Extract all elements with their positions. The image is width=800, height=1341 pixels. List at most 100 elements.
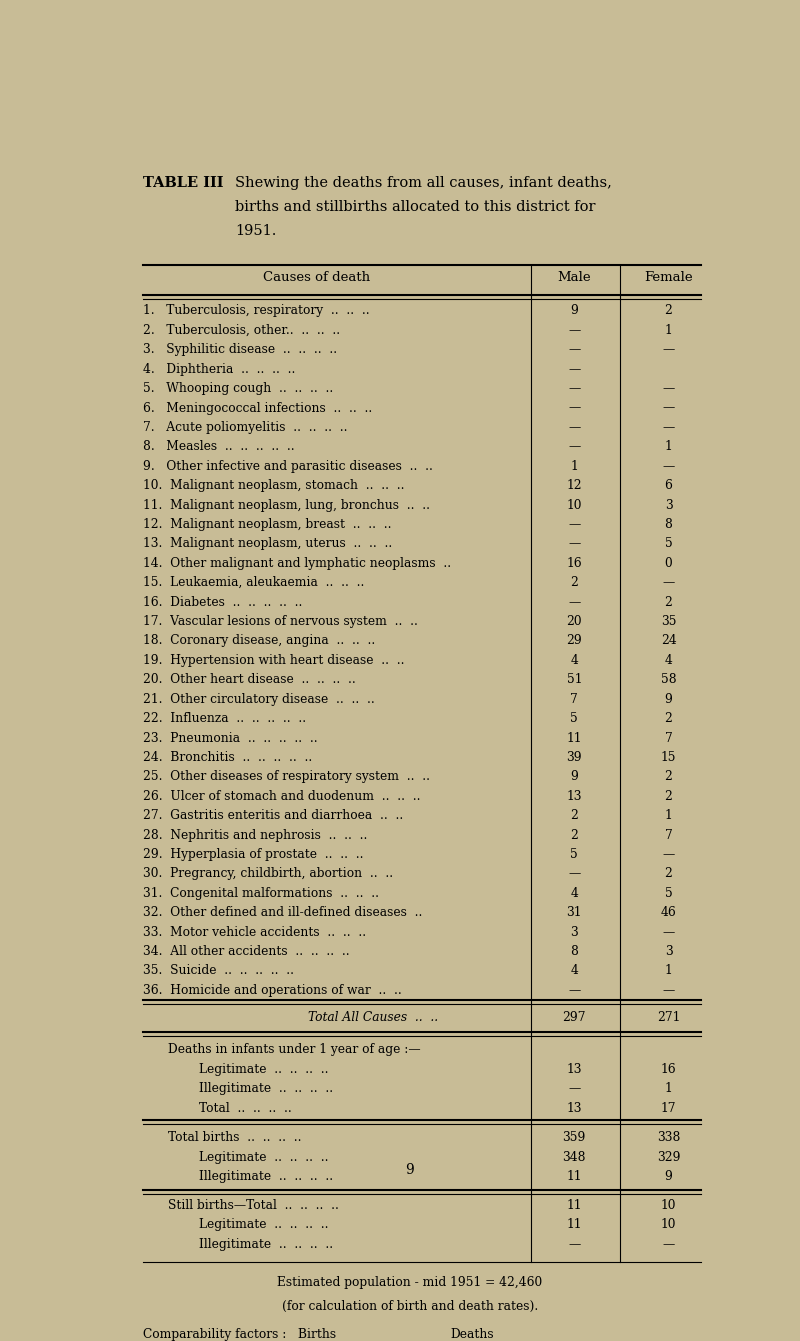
Text: 58: 58 xyxy=(661,673,676,687)
Text: 297: 297 xyxy=(562,1011,586,1023)
Text: 7: 7 xyxy=(665,829,673,842)
Text: 28.  Nephritis and nephrosis  ..  ..  ..: 28. Nephritis and nephrosis .. .. .. xyxy=(143,829,368,842)
Text: 1: 1 xyxy=(665,440,673,453)
Text: 5: 5 xyxy=(665,886,673,900)
Text: Causes of death: Causes of death xyxy=(263,271,370,284)
Text: 2: 2 xyxy=(665,712,673,725)
Text: Deaths: Deaths xyxy=(450,1328,494,1341)
Text: 15.  Leukaemia, aleukaemia  ..  ..  ..: 15. Leukaemia, aleukaemia .. .. .. xyxy=(143,577,365,589)
Text: 3: 3 xyxy=(570,925,578,939)
Text: —: — xyxy=(662,401,674,414)
Text: 271: 271 xyxy=(657,1011,680,1023)
Text: Deaths in infants under 1 year of age :—: Deaths in infants under 1 year of age :— xyxy=(168,1042,421,1055)
Text: 2: 2 xyxy=(665,304,673,318)
Text: 2: 2 xyxy=(570,809,578,822)
Text: —: — xyxy=(662,848,674,861)
Text: Illegitimate  ..  ..  ..  ..: Illegitimate .. .. .. .. xyxy=(199,1238,334,1251)
Text: 32.  Other defined and ill-defined diseases  ..: 32. Other defined and ill-defined diseas… xyxy=(143,907,422,919)
Text: Illegitimate  ..  ..  ..  ..: Illegitimate .. .. .. .. xyxy=(199,1082,334,1096)
Text: 6.   Meningococcal infections  ..  ..  ..: 6. Meningococcal infections .. .. .. xyxy=(143,401,373,414)
Text: —: — xyxy=(662,925,674,939)
Text: 2: 2 xyxy=(665,868,673,881)
Text: 10: 10 xyxy=(661,1199,676,1212)
Text: 33.  Motor vehicle accidents  ..  ..  ..: 33. Motor vehicle accidents .. .. .. xyxy=(143,925,366,939)
Text: 3: 3 xyxy=(665,945,673,957)
Text: (for calculation of birth and death rates).: (for calculation of birth and death rate… xyxy=(282,1299,538,1313)
Text: 10.  Malignant neoplasm, stomach  ..  ..  ..: 10. Malignant neoplasm, stomach .. .. .. xyxy=(143,479,405,492)
Text: 13: 13 xyxy=(566,790,582,803)
Text: 24: 24 xyxy=(661,634,677,648)
Text: 16.  Diabetes  ..  ..  ..  ..  ..: 16. Diabetes .. .. .. .. .. xyxy=(143,595,302,609)
Text: 19.  Hypertension with heart disease  ..  ..: 19. Hypertension with heart disease .. .… xyxy=(143,654,405,666)
Text: 329: 329 xyxy=(657,1151,680,1164)
Text: —: — xyxy=(568,595,581,609)
Text: 9: 9 xyxy=(406,1163,414,1177)
Text: births and stillbirths allocated to this district for: births and stillbirths allocated to this… xyxy=(235,200,596,215)
Text: 9: 9 xyxy=(665,1171,673,1183)
Text: —: — xyxy=(662,1238,674,1251)
Text: 4: 4 xyxy=(570,964,578,978)
Text: 9: 9 xyxy=(570,304,578,318)
Text: TABLE III: TABLE III xyxy=(143,177,224,190)
Text: 36.  Homicide and operations of war  ..  ..: 36. Homicide and operations of war .. .. xyxy=(143,984,402,996)
Text: 6: 6 xyxy=(665,479,673,492)
Text: —: — xyxy=(568,343,581,357)
Text: —: — xyxy=(568,868,581,881)
Text: 30.  Pregrancy, childbirth, abortion  ..  ..: 30. Pregrancy, childbirth, abortion .. .… xyxy=(143,868,394,881)
Text: Legitimate  ..  ..  ..  ..: Legitimate .. .. .. .. xyxy=(199,1219,329,1231)
Text: —: — xyxy=(662,984,674,996)
Text: 1951.: 1951. xyxy=(235,224,277,237)
Text: Legitimate  ..  ..  ..  ..: Legitimate .. .. .. .. xyxy=(199,1063,329,1075)
Text: 0: 0 xyxy=(665,557,673,570)
Text: 16: 16 xyxy=(566,557,582,570)
Text: 8: 8 xyxy=(570,945,578,957)
Text: 1: 1 xyxy=(665,809,673,822)
Text: 23.  Pneumonia  ..  ..  ..  ..  ..: 23. Pneumonia .. .. .. .. .. xyxy=(143,732,318,744)
Text: Total births  ..  ..  ..  ..: Total births .. .. .. .. xyxy=(168,1130,302,1144)
Text: 46: 46 xyxy=(661,907,677,919)
Text: Illegitimate  ..  ..  ..  ..: Illegitimate .. .. .. .. xyxy=(199,1171,334,1183)
Text: 14.  Other malignant and lymphatic neoplasms  ..: 14. Other malignant and lymphatic neopla… xyxy=(143,557,451,570)
Text: 5: 5 xyxy=(665,538,673,550)
Text: 1: 1 xyxy=(570,460,578,473)
Text: 2: 2 xyxy=(665,770,673,783)
Text: Comparability factors :   Births: Comparability factors : Births xyxy=(143,1328,337,1341)
Text: 17.  Vascular lesions of nervous system  ..  ..: 17. Vascular lesions of nervous system .… xyxy=(143,616,418,628)
Text: 39: 39 xyxy=(566,751,582,764)
Text: 3.   Syphilitic disease  ..  ..  ..  ..: 3. Syphilitic disease .. .. .. .. xyxy=(143,343,338,357)
Text: 51: 51 xyxy=(566,673,582,687)
Text: 9.   Other infective and parasitic diseases  ..  ..: 9. Other infective and parasitic disease… xyxy=(143,460,434,473)
Text: 29.  Hyperplasia of prostate  ..  ..  ..: 29. Hyperplasia of prostate .. .. .. xyxy=(143,848,364,861)
Text: Estimated population - mid 1951 = 42,460: Estimated population - mid 1951 = 42,460 xyxy=(278,1275,542,1289)
Text: 2.   Tuberculosis, other..  ..  ..  ..: 2. Tuberculosis, other.. .. .. .. xyxy=(143,325,341,337)
Text: Total All Causes  ..  ..: Total All Causes .. .. xyxy=(308,1011,438,1023)
Text: 2: 2 xyxy=(570,829,578,842)
Text: —: — xyxy=(568,421,581,434)
Text: 12.  Malignant neoplasm, breast  ..  ..  ..: 12. Malignant neoplasm, breast .. .. .. xyxy=(143,518,392,531)
Text: 31: 31 xyxy=(566,907,582,919)
Text: 13.  Malignant neoplasm, uterus  ..  ..  ..: 13. Malignant neoplasm, uterus .. .. .. xyxy=(143,538,393,550)
Text: 11.  Malignant neoplasm, lung, bronchus  ..  ..: 11. Malignant neoplasm, lung, bronchus .… xyxy=(143,499,430,511)
Text: 1: 1 xyxy=(665,1082,673,1096)
Text: —: — xyxy=(568,1082,581,1096)
Text: 359: 359 xyxy=(562,1130,586,1144)
Text: —: — xyxy=(662,460,674,473)
Text: 8: 8 xyxy=(665,518,673,531)
Text: 15: 15 xyxy=(661,751,676,764)
Text: 31.  Congenital malformations  ..  ..  ..: 31. Congenital malformations .. .. .. xyxy=(143,886,379,900)
Text: 10: 10 xyxy=(566,499,582,511)
Text: 10: 10 xyxy=(661,1219,676,1231)
Text: 4: 4 xyxy=(570,886,578,900)
Text: Female: Female xyxy=(644,271,693,284)
Text: —: — xyxy=(662,421,674,434)
Text: —: — xyxy=(568,382,581,396)
Text: Shewing the deaths from all causes, infant deaths,: Shewing the deaths from all causes, infa… xyxy=(235,177,612,190)
Text: —: — xyxy=(662,577,674,589)
Text: —: — xyxy=(662,343,674,357)
Text: 4.   Diphtheria  ..  ..  ..  ..: 4. Diphtheria .. .. .. .. xyxy=(143,362,296,375)
Text: 11: 11 xyxy=(566,1171,582,1183)
Text: 20.  Other heart disease  ..  ..  ..  ..: 20. Other heart disease .. .. .. .. xyxy=(143,673,356,687)
Text: 13: 13 xyxy=(566,1102,582,1114)
Text: —: — xyxy=(568,362,581,375)
Text: 26.  Ulcer of stomach and duodenum  ..  ..  ..: 26. Ulcer of stomach and duodenum .. .. … xyxy=(143,790,421,803)
